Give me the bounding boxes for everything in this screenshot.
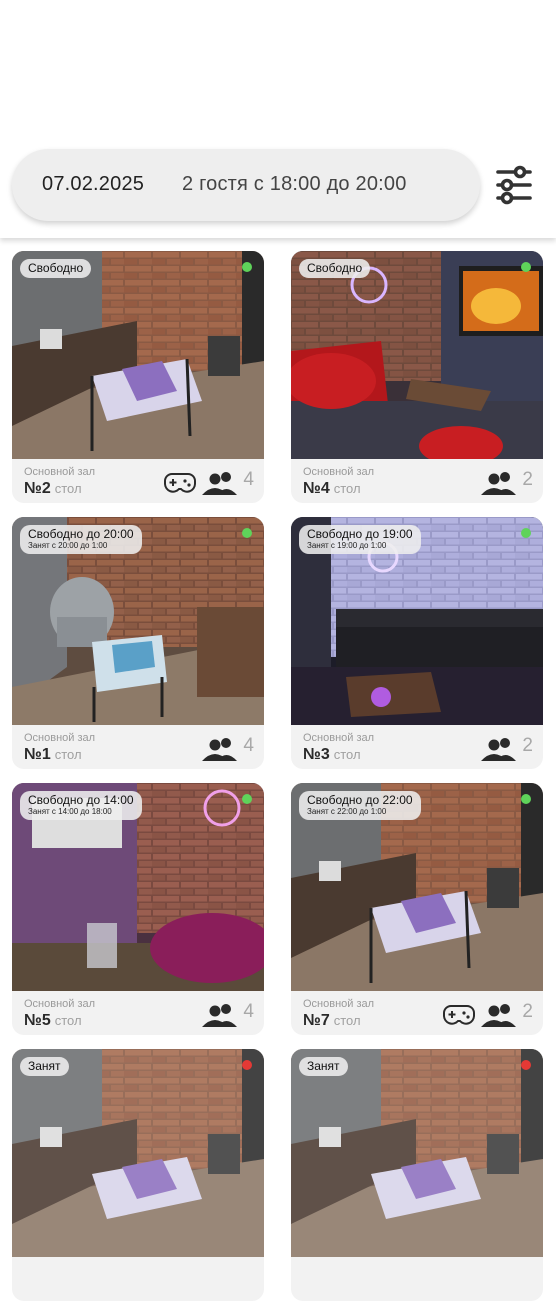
table-kind: стол [54,747,82,762]
table-info: Основной зал №3 стол 2 [291,725,543,769]
status-badge: Свободно до 14:00 Занят с 14:00 до 18:00 [20,791,142,820]
gamepad-icon [164,473,196,493]
status-dot [242,528,252,538]
table-number: №5 стол [24,1012,82,1029]
people-icon [481,738,516,761]
table-card[interactable]: Свободно до 22:00 Занят с 22:00 до 1:00 … [291,783,543,1035]
table-info: Основной зал №5 стол 4 [12,991,264,1035]
status-dot [521,528,531,538]
table-kind: стол [333,1013,361,1028]
table-card[interactable]: Занят [291,1049,543,1301]
table-number: №1 стол [24,746,82,763]
hall-label: Основной зал [24,466,96,478]
capacity-value: 4 [243,469,254,490]
capacity-value: 2 [522,735,533,756]
table-info: Основной зал №1 стол 4 [12,725,264,769]
table-kind: стол [54,1013,82,1028]
status-dot [521,1060,531,1070]
table-photo [12,1049,264,1257]
status-badge: Свободно до 19:00 Занят с 19:00 до 1:00 [299,525,421,554]
table-card[interactable]: Свободно Основной зал №4 стол 2 [291,251,543,503]
table-card[interactable]: Свободно до 19:00 Занят с 19:00 до 1:00 … [291,517,543,769]
header: 07.02.2025 2 гостя с 18:00 до 20:00 [0,0,556,238]
status-detail: Занят с 19:00 до 1:00 [307,541,387,550]
table-number: №3 стол [303,746,361,763]
table-photo [12,251,264,459]
people-icon [481,1004,516,1027]
filter-button[interactable] [494,164,534,206]
status-dot [242,262,252,272]
booking-search-pill[interactable]: 07.02.2025 2 гостя с 18:00 до 20:00 [12,149,480,221]
guests-time-value[interactable]: 2 гостя с 18:00 до 20:00 [182,173,407,195]
capacity-value: 4 [243,1001,254,1022]
status-badge: Свободно [299,259,371,278]
status-dot [521,262,531,272]
capacity-value: 4 [243,735,254,756]
table-info: Основной зал №2 стол 4 [12,459,264,503]
table-kind: стол [54,481,82,496]
status-dot [242,1060,252,1070]
table-card[interactable]: Свободно до 20:00 Занят с 20:00 до 1:00 … [12,517,264,769]
status-badge: Свободно до 22:00 Занят с 22:00 до 1:00 [299,791,421,820]
table-number: №2 стол [24,480,82,497]
table-photo [291,1049,543,1257]
people-icon [202,1004,237,1027]
status-badge: Свободно [20,259,92,278]
status-detail: Занят с 14:00 до 18:00 [28,807,112,816]
status-detail: Занят с 22:00 до 1:00 [307,807,387,816]
status-detail: Занят с 20:00 до 1:00 [28,541,108,550]
status-badge: Свободно до 20:00 Занят с 20:00 до 1:00 [20,525,142,554]
status-dot [242,794,252,804]
table-number: №4 стол [303,480,361,497]
table-info: Основной зал №7 стол 2 [291,991,543,1035]
status-badge: Занят [20,1057,69,1076]
hall-label: Основной зал [303,466,375,478]
table-photo [291,251,543,459]
capacity-value: 2 [522,1001,533,1022]
status-badge: Занят [299,1057,348,1076]
people-icon [202,738,237,761]
table-card[interactable]: Свободно Основной зал №2 стол 4 [12,251,264,503]
status-dot [521,794,531,804]
table-kind: стол [333,747,361,762]
hall-label: Основной зал [24,732,96,744]
people-icon [481,472,516,495]
table-kind: стол [333,481,361,496]
table-card[interactable]: Свободно до 14:00 Занят с 14:00 до 18:00… [12,783,264,1035]
table-card[interactable]: Занят [12,1049,264,1301]
gamepad-icon [443,1005,475,1025]
date-value[interactable]: 07.02.2025 [42,173,145,195]
hall-label: Основной зал [24,998,96,1010]
hall-label: Основной зал [303,732,375,744]
table-number: №7 стол [303,1012,361,1029]
people-icon [202,472,237,495]
tables-grid: Свободно Основной зал №2 стол 4 [0,238,556,1301]
capacity-value: 2 [522,469,533,490]
hall-label: Основной зал [303,998,375,1010]
sliders-icon [496,165,532,205]
table-info: Основной зал №4 стол 2 [291,459,543,503]
